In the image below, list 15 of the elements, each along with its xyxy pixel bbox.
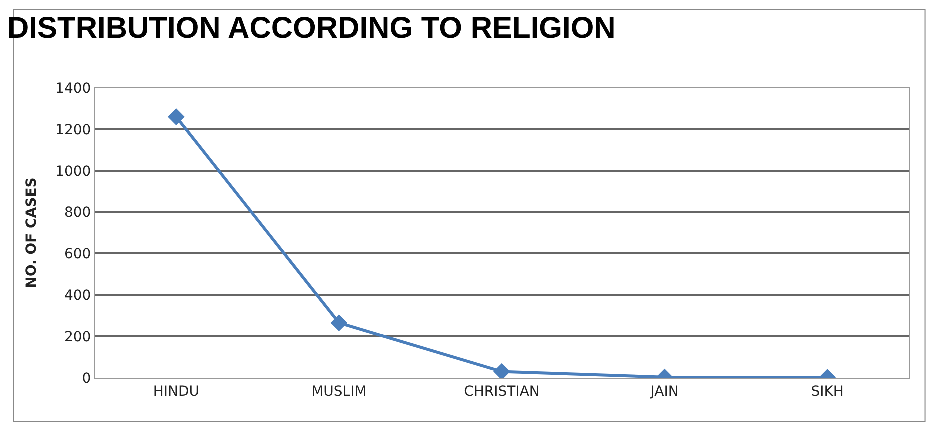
x-tick-label: HINDU — [153, 384, 200, 400]
x-tick-label: MUSLIM — [312, 384, 367, 400]
y-axis-title: NO. OF CASES — [24, 178, 40, 288]
y-tick-label: 800 — [64, 205, 92, 222]
y-tick-label: 1000 — [56, 164, 92, 180]
y-tick-label: 1400 — [56, 80, 92, 97]
x-tick-label: CHRISTIAN — [464, 384, 540, 400]
y-tick-label: 200 — [64, 329, 92, 346]
x-tick-label: SIKH — [811, 384, 844, 400]
chart-title: DISTRIBUTION ACCORDING TO RELIGION — [8, 12, 616, 46]
y-tick-label: 0 — [82, 370, 92, 387]
y-tick-label: 1200 — [56, 122, 92, 138]
y-tick-label: 400 — [64, 288, 92, 304]
y-tick-label: 600 — [64, 246, 92, 263]
x-tick-label: JAIN — [650, 384, 679, 400]
